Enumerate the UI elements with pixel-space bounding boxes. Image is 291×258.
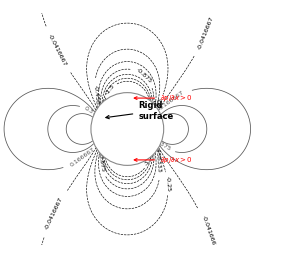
Text: -0.0416667: -0.0416667 <box>47 33 67 67</box>
Text: 0.375: 0.375 <box>83 106 101 119</box>
Text: -0.458333: -0.458333 <box>154 141 162 173</box>
Text: 0.166667: 0.166667 <box>70 147 96 168</box>
Text: 0.166667: 0.166667 <box>159 90 185 111</box>
Text: -1.5: -1.5 <box>104 84 116 96</box>
Text: -0.0416667: -0.0416667 <box>200 215 217 250</box>
Text: -0.0416667: -0.0416667 <box>45 196 64 230</box>
Text: -0.25: -0.25 <box>154 97 164 114</box>
Text: -1.5: -1.5 <box>144 154 154 167</box>
Text: -0.25: -0.25 <box>165 175 171 192</box>
Text: Rigid
surface: Rigid surface <box>106 101 173 120</box>
Text: $\partial p/\partial x>0$: $\partial p/\partial x>0$ <box>134 155 193 165</box>
Text: $\partial p/\partial x>0$: $\partial p/\partial x>0$ <box>134 93 193 103</box>
Text: -0.875: -0.875 <box>135 67 153 84</box>
Text: 0.375: 0.375 <box>154 139 172 152</box>
Text: -0.0416667: -0.0416667 <box>197 15 215 50</box>
Text: -0.458333: -0.458333 <box>93 85 101 117</box>
Text: -0.875: -0.875 <box>97 152 105 172</box>
Circle shape <box>91 93 164 165</box>
